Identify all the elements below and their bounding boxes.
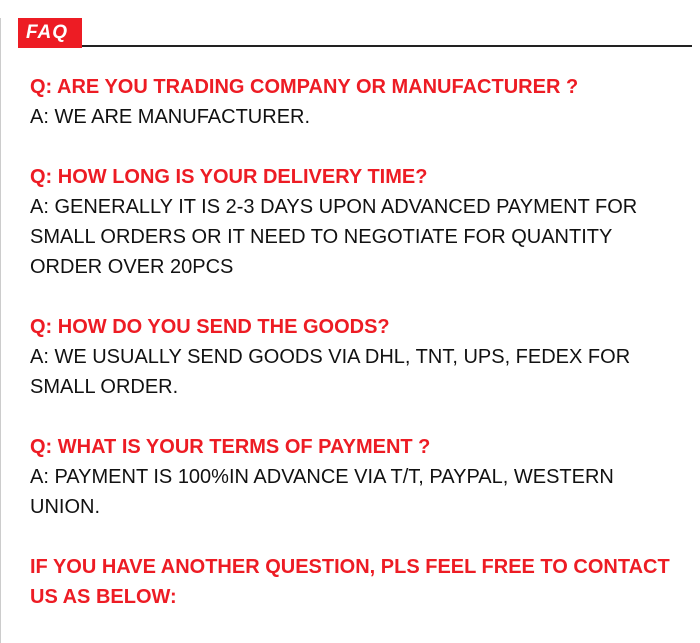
left-edge-rule — [0, 18, 1, 643]
faq-item: Q: HOW DO YOU SEND THE GOODS? A: WE USUA… — [30, 312, 670, 402]
faq-footer-note: IF YOU HAVE ANOTHER QUESTION, PLS FEEL F… — [30, 552, 670, 612]
header-row: FAQ — [18, 18, 692, 48]
faq-question: Q: WHAT IS YOUR TERMS OF PAYMENT ? — [30, 432, 670, 462]
faq-answer: A: WE USUALLY SEND GOODS VIA DHL, TNT, U… — [30, 342, 670, 402]
faq-content: Q: ARE YOU TRADING COMPANY OR MANUFACTUR… — [0, 48, 700, 612]
faq-question: Q: ARE YOU TRADING COMPANY OR MANUFACTUR… — [30, 72, 670, 102]
faq-answer: A: PAYMENT IS 100%IN ADVANCE VIA T/T, PA… — [30, 462, 670, 522]
faq-item: Q: ARE YOU TRADING COMPANY OR MANUFACTUR… — [30, 72, 670, 132]
faq-item: Q: WHAT IS YOUR TERMS OF PAYMENT ? A: PA… — [30, 432, 670, 522]
faq-question: Q: HOW LONG IS YOUR DELIVERY TIME? — [30, 162, 670, 192]
header-underline — [82, 18, 692, 47]
faq-item: Q: HOW LONG IS YOUR DELIVERY TIME? A: GE… — [30, 162, 670, 282]
faq-badge: FAQ — [18, 18, 82, 48]
faq-answer: A: WE ARE MANUFACTURER. — [30, 102, 670, 132]
faq-answer: A: GENERALLY IT IS 2-3 DAYS UPON ADVANCE… — [30, 192, 670, 282]
faq-question: Q: HOW DO YOU SEND THE GOODS? — [30, 312, 670, 342]
faq-page: FAQ Q: ARE YOU TRADING COMPANY OR MANUFA… — [0, 18, 700, 643]
